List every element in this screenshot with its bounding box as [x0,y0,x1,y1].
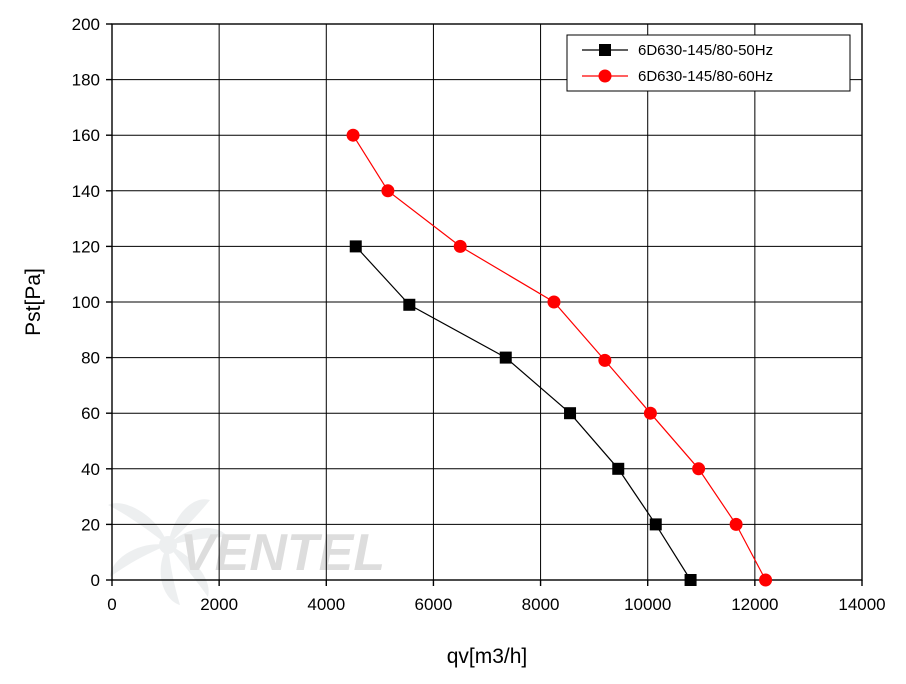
legend-label: 6D630-145/80-50Hz [638,42,773,59]
x-tick-label: 8000 [522,595,560,614]
ventel-watermark-logo: VENTEL [108,499,385,605]
legend-label: 6D630-145/80-60Hz [638,68,773,85]
data-point [612,462,625,475]
watermark-text: VENTEL [180,524,385,582]
y-tick-label: 180 [72,71,100,90]
data-point [692,462,706,476]
legend-box [566,34,851,92]
x-tick-label: 2000 [200,595,238,614]
data-point [729,517,743,531]
x-axis-title: qv[m3/h] [447,645,528,668]
data-point [684,574,697,586]
y-axis-title: Pst[Pa] [22,268,45,336]
y-tick-label: 120 [72,237,100,256]
axis-ticks: 0 2000 4000 6000 8000 10000 12000 14000 0 20 40 60 8… [72,15,886,614]
legend-marker [599,44,611,56]
y-tick-label: 200 [72,15,100,34]
x-tick-label: 4000 [307,595,345,614]
data-point [649,518,662,531]
data-point [349,240,362,253]
data-point [403,298,416,311]
y-tick-label: 140 [72,182,100,201]
series-1 [349,240,697,586]
series-2 [346,128,773,587]
x-tick-label: 0 [107,595,116,614]
x-tick-label: 14000 [838,595,885,614]
data-point [453,239,467,253]
series-layer [346,128,773,587]
legend: 6D630-145/80-50Hz 6D630-145/80-60Hz [566,34,851,92]
y-tick-label: 80 [81,349,100,368]
x-tick-label: 12000 [731,595,778,614]
data-point [564,407,577,420]
fan-blades-icon [108,499,228,605]
data-point [381,184,395,198]
y-tick-label: 100 [72,293,100,312]
y-tick-label: 60 [81,404,100,423]
data-point [643,406,657,420]
data-point [598,353,612,367]
data-point [499,351,512,364]
y-tick-label: 20 [81,515,100,534]
x-tick-label: 6000 [415,595,453,614]
x-tick-label: 10000 [624,595,671,614]
grid [111,23,863,581]
data-point [547,295,561,309]
y-tick-label: 0 [91,571,100,590]
data-point [346,128,360,142]
data-point [759,573,773,587]
y-tick-label: 160 [72,126,100,145]
legend-marker [598,69,612,83]
y-tick-label: 40 [81,460,100,479]
